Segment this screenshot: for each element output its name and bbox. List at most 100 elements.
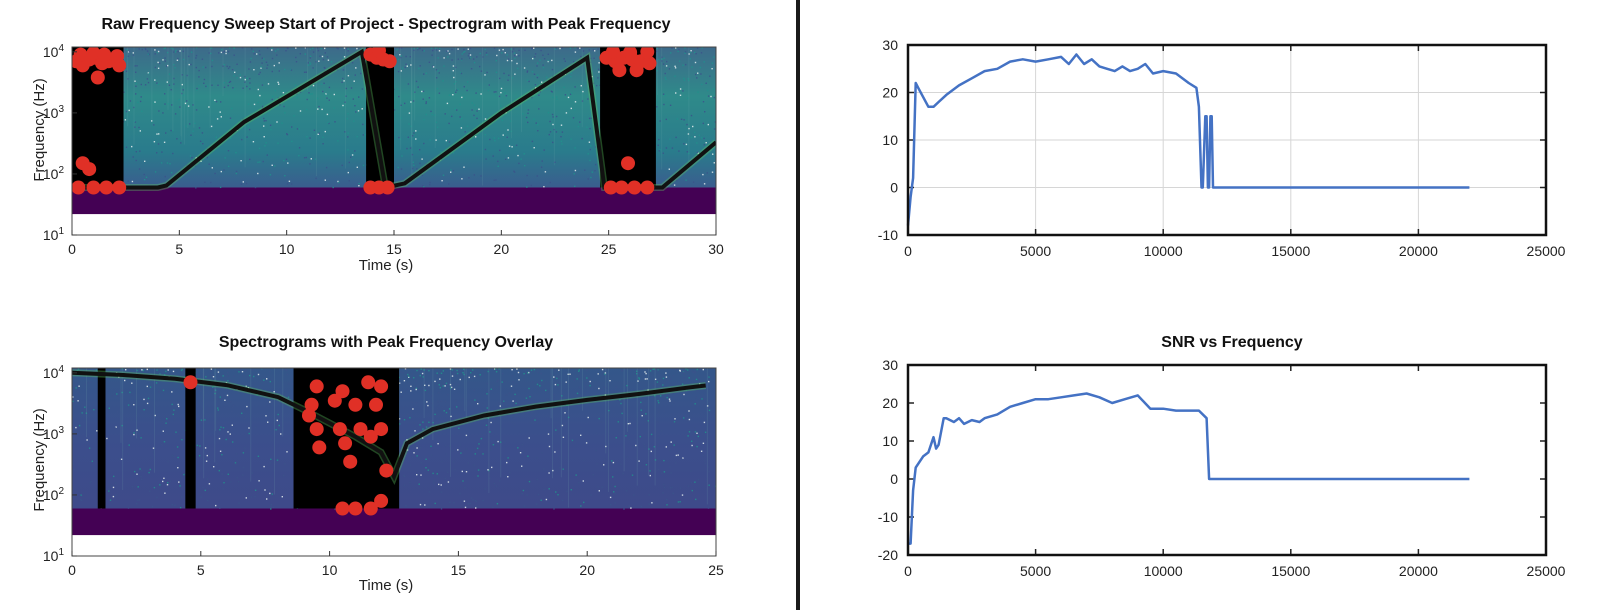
peak-marker: [312, 440, 327, 455]
peak-marker: [335, 384, 350, 399]
x-tick-label: 5: [175, 241, 183, 257]
peak-marker: [382, 54, 397, 69]
y-tick-label: 0: [890, 180, 898, 196]
snr-line-chart: SNR vs Frequency 0 5000 10000 15000 20000 250…: [878, 334, 1566, 579]
x-axis-label: Time (s): [359, 577, 413, 594]
peak-marker: [374, 379, 389, 394]
peak-marker: [374, 493, 389, 508]
spectrogram-top: Raw Frequency Sweep Start of Project - S…: [31, 16, 724, 274]
peak-marker: [642, 56, 657, 71]
peak-marker: [640, 47, 655, 59]
peak-marker: [82, 162, 97, 177]
peak-marker: [380, 180, 395, 195]
peak-marker: [335, 501, 350, 516]
x-tick-label: 5: [197, 562, 205, 578]
x-tick-label: 20000: [1399, 243, 1438, 259]
signal-band: [97, 368, 106, 509]
y-tick-label: 102: [43, 165, 65, 182]
x-tick-label: 20000: [1399, 563, 1438, 579]
y-tick-label: 0: [890, 471, 898, 487]
data-series-line: [908, 392, 1470, 545]
plot-area: [908, 365, 1546, 555]
x-tick-label: 0: [904, 563, 912, 579]
axes-frame: [71, 367, 717, 557]
chart-title: Raw Frequency Sweep Start of Project - S…: [101, 16, 670, 33]
x-tick-label: 0: [68, 562, 76, 578]
peak-marker: [97, 47, 112, 62]
x-tick-label: 25000: [1527, 243, 1566, 259]
y-tick-label: -10: [878, 509, 898, 525]
x-tick-label: 15000: [1271, 563, 1310, 579]
y-tick-label: 20: [882, 85, 898, 101]
peak-marker: [623, 47, 638, 60]
y-tick-label: 30: [882, 37, 898, 53]
peak-marker: [621, 156, 635, 171]
peak-marker: [343, 454, 358, 469]
x-tick-label: 15: [386, 241, 402, 257]
peak-marker: [73, 47, 88, 62]
peak-marker: [309, 422, 324, 437]
peak-marker: [332, 422, 347, 437]
y-tick-label: 30: [882, 357, 898, 373]
y-tick-label: 102: [43, 486, 65, 503]
peak-marker: [363, 429, 378, 444]
right-figure-canvas: 0 5000 10000 15000 20000 25000 -10 0 10 20 30 SNR …: [878, 37, 1566, 579]
peak-marker: [112, 180, 127, 195]
peak-marker: [603, 180, 618, 195]
x-tick-label: 10000: [1144, 563, 1183, 579]
x-tick-label: 25: [708, 562, 724, 578]
peak-marker: [86, 180, 101, 195]
x-tick-label: 15000: [1271, 243, 1310, 259]
left-figure-canvas: Raw Frequency Sweep Start of Project - S…: [31, 16, 724, 594]
chart-title: Spectrograms with Peak Frequency Overlay: [219, 334, 553, 351]
data-series-line: [906, 53, 1470, 226]
peak-marker: [369, 397, 383, 412]
x-tick-label: 20: [579, 562, 595, 578]
peak-marker: [629, 63, 644, 78]
peak-marker: [110, 49, 125, 64]
x-tick-label: 5000: [1020, 563, 1051, 579]
y-tick-label: 103: [43, 104, 65, 121]
signal-band: [185, 368, 196, 509]
peak-marker: [627, 180, 642, 195]
peak-marker: [99, 180, 114, 195]
y-tick-label: 101: [43, 547, 65, 564]
x-axis-label: Time (s): [359, 257, 413, 274]
peak-marker: [304, 397, 319, 412]
low-frequency-band: [72, 508, 716, 536]
peak-marker: [72, 180, 86, 195]
peak-marker: [327, 393, 342, 408]
y-tick-label: 10: [882, 433, 898, 449]
peak-marker: [374, 422, 389, 437]
left-figure-window: Raw Frequency Sweep Start of Project - S…: [0, 0, 796, 610]
peak-marker: [363, 501, 378, 516]
y-axis-label: Frequency (Hz): [31, 408, 48, 511]
peak-marker: [302, 408, 316, 423]
right-figure-window: 0 5000 10000 15000 20000 25000 -10 0 10 20 30 SNR …: [800, 0, 1600, 610]
x-tick-label: 20: [494, 241, 510, 257]
x-tick-label: 10: [279, 241, 295, 257]
y-tick-label: 10: [882, 132, 898, 148]
peak-marker: [90, 70, 105, 85]
line-chart-top: 0 5000 10000 15000 20000 25000 -10 0 10 20 30: [878, 37, 1566, 259]
peak-marker: [612, 63, 627, 78]
peak-marker: [379, 463, 394, 478]
peak-marker: [606, 47, 620, 59]
peak-marker: [353, 422, 368, 437]
peak-marker: [183, 375, 198, 390]
x-tick-label: 0: [68, 241, 76, 257]
x-tick-label: 25: [601, 241, 617, 257]
peak-marker: [348, 397, 363, 412]
axes-frame: [906, 363, 1548, 557]
peak-marker: [86, 47, 101, 61]
y-tick-label: 103: [43, 425, 65, 442]
x-tick-label: 10: [322, 562, 338, 578]
y-axis-label: Frequency (Hz): [31, 78, 48, 181]
peak-marker: [338, 436, 353, 451]
spectrogram-image: [72, 47, 716, 215]
spectrogram-image: [72, 368, 716, 536]
y-tick-label: 104: [43, 43, 65, 60]
y-tick-label: -10: [878, 227, 898, 243]
peak-frequency-line: [72, 48, 716, 190]
window-divider: [796, 0, 800, 610]
